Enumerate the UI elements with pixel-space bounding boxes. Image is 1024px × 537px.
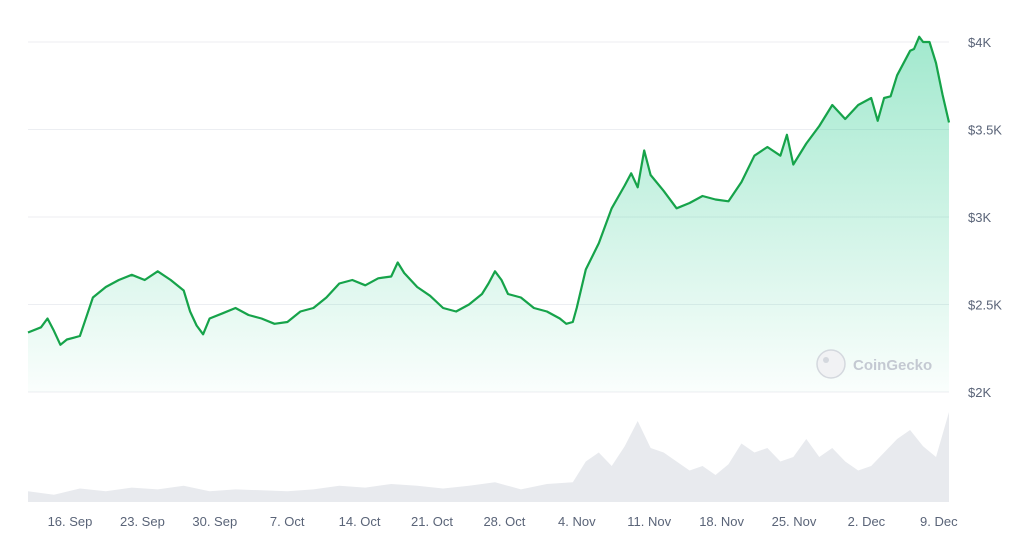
y-tick-label: $3K — [968, 210, 991, 225]
x-tick-label: 21. Oct — [411, 514, 453, 529]
volume-bars — [28, 412, 949, 502]
price-series-line — [27, 35, 951, 346]
x-tick-label: 30. Sep — [192, 514, 237, 529]
volume-area — [28, 412, 949, 502]
x-tick-label: 18. Nov — [699, 514, 744, 529]
y-tick-label: $3.5K — [968, 123, 1002, 138]
price-area-fill — [28, 36, 949, 393]
watermark: CoinGecko — [816, 349, 932, 379]
price-line — [27, 35, 951, 346]
y-tick-label: $2.5K — [968, 298, 1002, 313]
x-axis-ticks: 16. Sep 23. Sep 30. Sep 7. Oct 14. Oct 21. Oc… — [48, 514, 958, 529]
x-tick-label: 16. Sep — [48, 514, 93, 529]
x-tick-label: 2. Dec — [848, 514, 886, 529]
x-tick-label: 28. Oct — [483, 514, 525, 529]
coingecko-logo-icon — [816, 349, 846, 379]
price-area — [28, 36, 949, 393]
x-tick-label: 11. Nov — [627, 514, 671, 529]
y-axis-ticks: $2K $2.5K $3K $3.5K $4K — [968, 35, 1002, 400]
x-tick-label: 23. Sep — [120, 514, 165, 529]
x-tick-label: 14. Oct — [339, 514, 381, 529]
x-tick-label: 4. Nov — [558, 514, 596, 529]
x-tick-label: 7. Oct — [270, 514, 305, 529]
y-tick-label: $2K — [968, 385, 991, 400]
x-tick-label: 25. Nov — [772, 514, 817, 529]
watermark-text: CoinGecko — [853, 357, 932, 374]
y-tick-label: $4K — [968, 35, 991, 50]
x-tick-label: 9. Dec — [920, 514, 958, 529]
